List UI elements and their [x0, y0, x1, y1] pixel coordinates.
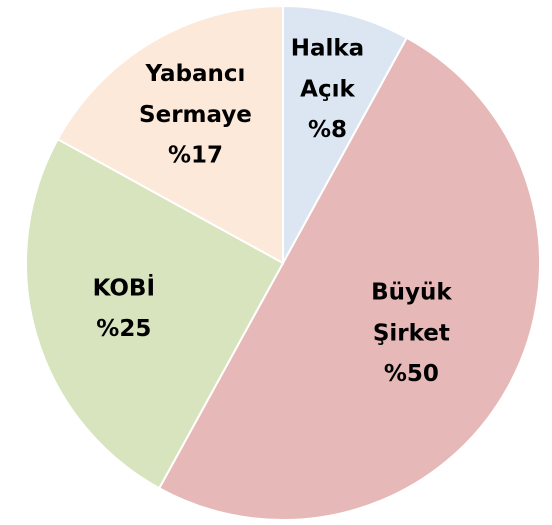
pie-slice	[282, 4, 409, 264]
slice-label: KOBİ	[93, 273, 155, 301]
slice-label: Yabancı Sermaye	[139, 61, 252, 128]
pie-slice	[157, 36, 541, 521]
slice-value-label: %8	[308, 117, 347, 143]
pie-slice	[56, 4, 284, 265]
slice-label: Büyük Şirket	[371, 279, 452, 346]
slice-value-label: %50	[384, 361, 439, 387]
slice-value-label: %17	[168, 143, 223, 169]
pie-slice	[25, 137, 285, 490]
slice-label: Halka Açık	[291, 35, 364, 102]
slice-value-label: %25	[96, 316, 151, 342]
